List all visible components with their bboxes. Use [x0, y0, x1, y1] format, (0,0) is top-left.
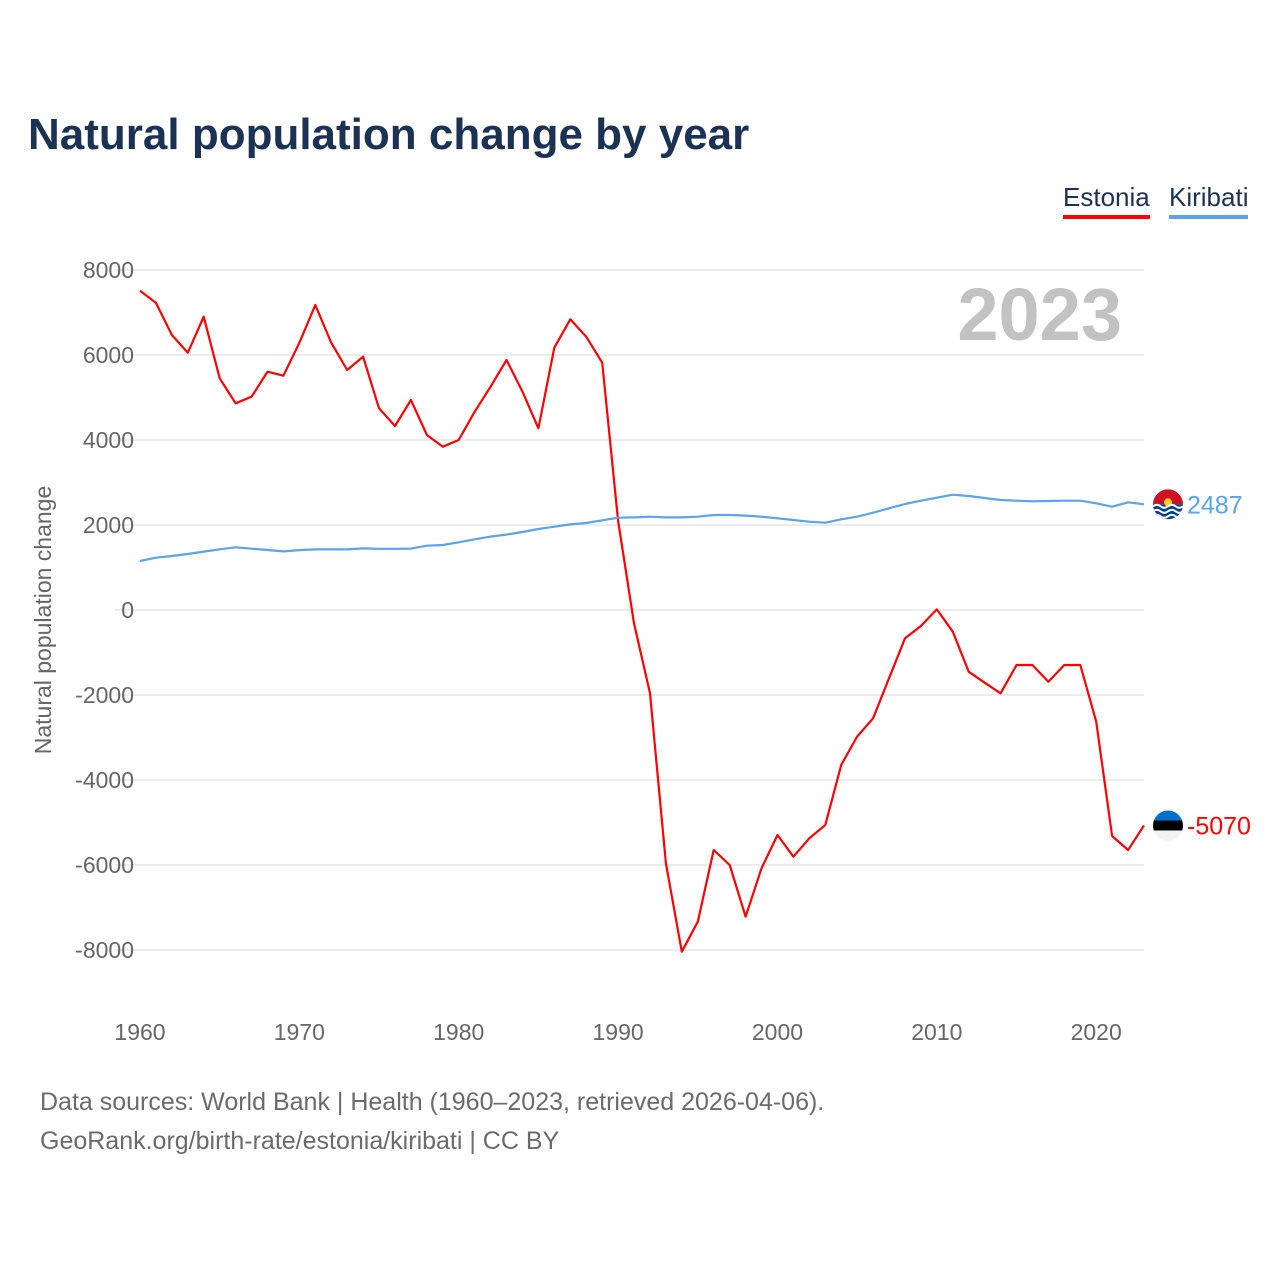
flag-stripe	[1153, 820, 1183, 831]
legend-item-kiribati[interactable]: Kiribati	[1169, 182, 1249, 219]
end-value-label-kiribati: 2487	[1187, 491, 1243, 519]
footer-sources: Data sources: World Bank | Health (1960–…	[40, 1088, 825, 1116]
y-tick-label: 2000	[83, 512, 134, 538]
estonia-flag-icon	[1153, 810, 1183, 841]
x-tick-label: 1970	[274, 1019, 325, 1045]
series-line-estonia[interactable]	[139, 289, 1145, 953]
flag-stripe	[1153, 810, 1183, 821]
y-axis-label: Natural population change	[30, 486, 56, 755]
current-year-label: 2023	[957, 273, 1122, 356]
flag-stripe	[1153, 489, 1183, 505]
flag-stripe	[1153, 830, 1183, 841]
kiribati-flag-icon	[1153, 489, 1183, 520]
legend-item-estonia[interactable]: Estonia	[1063, 182, 1150, 219]
chart-title: Natural population change by year	[28, 110, 750, 159]
flag-wave	[1153, 513, 1183, 519]
end-value-label-estonia: -5070	[1187, 812, 1251, 840]
y-tick-label: -6000	[75, 852, 134, 878]
y-tick-label: -8000	[75, 937, 134, 963]
x-tick-label: 1990	[593, 1019, 644, 1045]
flag-wave	[1153, 503, 1183, 509]
x-tick-label: 2020	[1071, 1019, 1122, 1045]
x-tick-label: 2000	[752, 1019, 803, 1045]
y-tick-label: 4000	[83, 427, 134, 453]
y-tick-label: -2000	[75, 682, 134, 708]
series-line-kiribati[interactable]	[139, 493, 1145, 563]
flag-wave	[1153, 508, 1183, 514]
y-tick-label: 6000	[83, 342, 134, 368]
x-tick-label: 2010	[911, 1019, 962, 1045]
y-tick-label: 8000	[83, 257, 134, 283]
y-tick-label: 0	[121, 597, 134, 623]
x-tick-label: 1980	[433, 1019, 484, 1045]
y-tick-label: -4000	[75, 767, 134, 793]
footer-link[interactable]: GeoRank.org/birth-rate/estonia/kiribati …	[40, 1127, 560, 1155]
x-tick-label: 1960	[114, 1019, 165, 1045]
